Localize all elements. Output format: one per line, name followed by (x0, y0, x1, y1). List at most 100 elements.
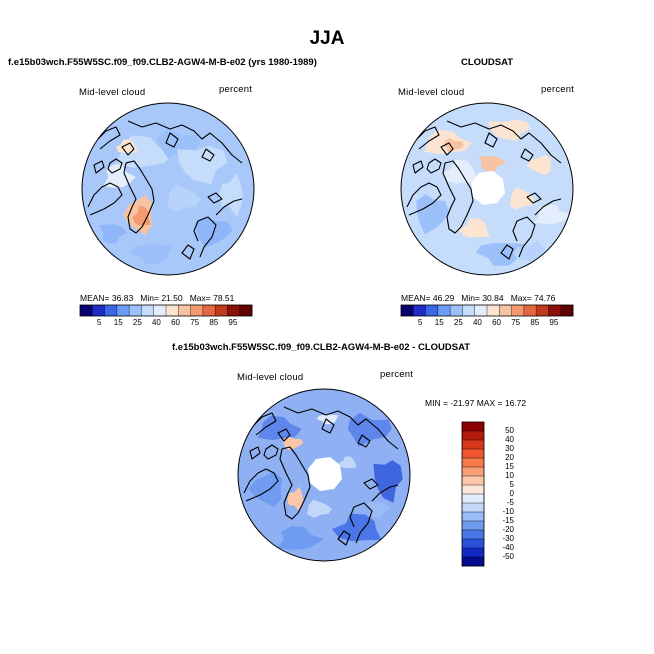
panel-2-colorbar-tick-label: 75 (511, 318, 521, 327)
panel-1-colorbar-tick-label: 85 (209, 318, 219, 327)
panel-3-colorbar-box (462, 422, 484, 432)
panel-3-coastline (321, 418, 335, 434)
panel-2-colorbar-box (523, 305, 537, 316)
panel-2-pole-data-gap (471, 171, 505, 205)
panel-3-cloud-anomaly-region (282, 436, 304, 451)
panel-2-title: CLOUDSAT (461, 57, 514, 68)
panel-1-colorbar-box (215, 305, 228, 316)
panel-1-colorbar-box (190, 305, 204, 316)
panel-1-colorbar-tick-label: 15 (113, 318, 123, 327)
panel-1-colorbar-box (166, 305, 179, 316)
panel-1-coastline (127, 120, 243, 164)
panel-3-colorbar-tick-label: 50 (505, 426, 514, 435)
panel-3-cloud-anomaly-region (257, 415, 302, 441)
panel-2-cloud-anomaly-region (526, 155, 552, 176)
panel-3-units-label: percent (380, 369, 414, 380)
panel-1-colorbar-tick-label: 25 (132, 318, 142, 327)
panel-2-cloud-anomaly-region (534, 204, 572, 224)
panel-1-colorbar-box (153, 305, 167, 316)
panel-1-coastline (165, 132, 179, 148)
panel-2-units-label: percent (541, 84, 575, 95)
panel-1-colorbar (79, 304, 253, 317)
panel-2-coastline (512, 216, 536, 258)
panel-3-cloud-anomaly-region (347, 412, 392, 447)
panel-2-colorbar-tick-label: 25 (453, 318, 463, 327)
panel-2-variable-label: Mid-level cloud (398, 87, 465, 98)
panel-2-cloud-anomaly-region (488, 119, 531, 141)
panel-3-variable-label: Mid-level cloud (237, 372, 304, 383)
panel-2-min-value: 30.84 (482, 293, 504, 303)
panel-2-coastline (446, 120, 562, 164)
panel-2-colorbar-tick-label: 60 (492, 318, 501, 327)
panel-3-colorbar-tick-label: 40 (505, 435, 514, 444)
panel-1-coastline (123, 160, 155, 234)
panel-1-colorbar-tick-label: 5 (96, 318, 102, 327)
panel-3-colorbar-box (462, 548, 484, 558)
panel-3-coastline (283, 406, 399, 450)
panel-2-max-value: 74.76 (534, 293, 556, 303)
panel-3-title: f.e15b03wch.F55W5SC.f09_f09.CLB2-AGW4-M-… (172, 342, 471, 353)
panel-1-min-label: Min= (140, 293, 159, 303)
panel-3-polar-map (237, 388, 411, 562)
panel-2-colorbar-box (536, 305, 549, 316)
panel-2-cloud-anomaly-region (443, 138, 464, 153)
panel-2-coastline (484, 132, 498, 148)
panel-2-coastline (442, 160, 474, 234)
panel-3-coastline (277, 428, 291, 442)
panel-3-colorbar-tick-label: 30 (505, 444, 514, 453)
panel-1-coastline (87, 182, 123, 216)
panel-1-colorbar-box (141, 305, 155, 316)
panel-2-coastline (414, 126, 440, 150)
panel-2-colorbar-tick-label: 15 (434, 318, 444, 327)
panel-3-colorbar-box (462, 449, 484, 459)
panel-3-cloud-anomaly-region (248, 471, 283, 508)
panel-1-colorbar-box (202, 305, 216, 316)
panel-1-polar-map (81, 102, 255, 276)
panel-2-colorbar-box (499, 305, 512, 316)
panel-2-min-label: Min= (461, 293, 480, 303)
panel-2-colorbar-box (462, 305, 476, 316)
panel-1-cloud-anomaly-region (156, 129, 201, 159)
panel-2-cloud-anomaly-region (510, 187, 535, 210)
panel-2-colorbar-box (401, 305, 414, 316)
panel-3-colorbar-box (462, 440, 484, 450)
panel-1-variable-label: Mid-level cloud (79, 87, 146, 98)
panel-3-colorbar-box (462, 485, 484, 495)
panel-3-colorbar-box (462, 530, 484, 540)
panel-1-colorbar-tick-label: 75 (190, 318, 200, 327)
panel-3-cloud-anomaly-region (307, 499, 332, 518)
panel-1-colorbar-box (227, 305, 241, 316)
panel-2-colorbar-box (548, 305, 562, 316)
season-title: JJA (309, 28, 345, 49)
panel-2-coastline (426, 158, 442, 174)
panel-3-colorbar-box (462, 431, 484, 441)
panel-1-colorbar-labels: 5 15 25 40 60 75 85 95 (80, 318, 252, 330)
panel-2-coastline (412, 160, 424, 174)
panel-3-colorbar-box (462, 458, 484, 468)
panel-3-colorbar-tick-label: 0 (509, 489, 514, 498)
panel-1-colorbar-tick-label: 95 (228, 318, 238, 327)
panel-3-colorbar-tick-label: -30 (502, 534, 514, 543)
panel-2-coastline (534, 198, 562, 216)
panel-2-colorbar-box (474, 305, 488, 316)
panel-2-cloud-anomaly-region (478, 156, 507, 172)
panel-1-title: f.e15b03wch.F55W5SC.f09_f09.CLB2-AGW4-M-… (8, 57, 317, 68)
panel-3-colorbar-labels: 50 40 30 20 15 10 5 0 -5 -10 -15 -20 -30 -40 -50 (488, 422, 518, 566)
panel-2-cloud-anomaly-region (458, 218, 490, 238)
panel-3-coastline (357, 434, 371, 448)
panel-1-coastline (201, 148, 215, 162)
panel-3-coastline (249, 446, 261, 460)
panel-1-mean-label: MEAN= (80, 293, 110, 303)
panel-3-colorbar-tick-label: 10 (505, 471, 514, 480)
panel-3-cloud-anomaly-region (339, 456, 357, 469)
panel-2-coastline (526, 192, 542, 204)
panel-1-colorbar-tick-label: 60 (171, 318, 180, 327)
panel-3-map-border (237, 388, 411, 562)
panel-2-coastline (520, 148, 534, 162)
panel-3-colorbar-box (462, 503, 484, 513)
panel-3-colorbar-tick-label: 15 (505, 462, 514, 471)
panel-3-colorbar-box (462, 512, 484, 522)
panel-3-colorbar-tick-label: 20 (505, 453, 514, 462)
panel-1-cloud-anomaly-region (177, 146, 228, 185)
panel-1-cloud-anomaly-region (99, 224, 128, 244)
